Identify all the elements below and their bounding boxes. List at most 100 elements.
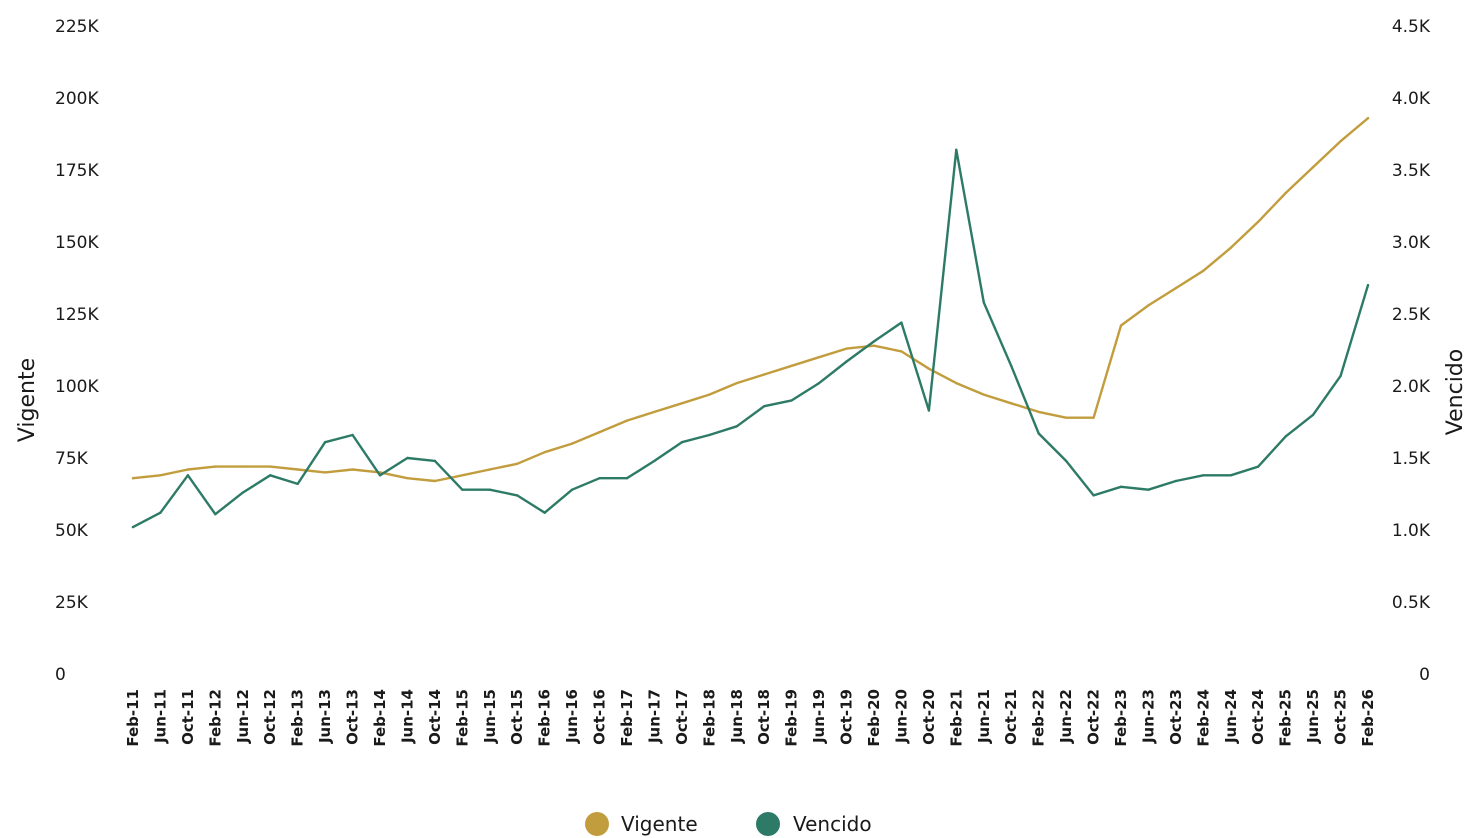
x-tick-label: Oct-14 (426, 689, 444, 745)
x-tick-label: Jun-15 (481, 689, 499, 744)
data-point-vencido (1092, 494, 1095, 497)
x-tick-label: Feb-18 (700, 689, 718, 747)
data-point-vencido (900, 321, 903, 324)
data-point-vigente (680, 402, 684, 405)
x-tick-label: Feb-24 (1194, 689, 1212, 747)
data-point-vencido (653, 459, 656, 463)
right-tick-label: 1.5K (1392, 449, 1431, 469)
data-point-vencido (433, 459, 437, 463)
data-point-vigente (708, 393, 711, 396)
data-point-vencido (1339, 374, 1342, 378)
data-point-vigente (1202, 269, 1205, 272)
data-point-vencido (927, 409, 931, 412)
right-tick-label: 0.5K (1392, 593, 1431, 613)
right-tick-label: 3.0K (1392, 233, 1431, 253)
x-tick-label: Feb-15 (453, 689, 471, 747)
data-point-vencido (461, 488, 464, 491)
x-tick-label: Oct-15 (508, 689, 526, 745)
x-tick-label: Jun-12 (234, 689, 252, 744)
x-tick-label: Jun-22 (1057, 689, 1075, 744)
x-tick-label: Oct-19 (838, 689, 856, 745)
x-tick-label: Jun-25 (1304, 689, 1322, 744)
data-point-vigente (1010, 402, 1013, 405)
data-point-vencido (186, 474, 190, 477)
data-point-vigente (900, 350, 903, 353)
data-point-vigente (763, 373, 766, 376)
series-line-vigente (131, 116, 1370, 483)
data-point-vencido (241, 491, 244, 494)
x-tick-label: Oct-22 (1085, 689, 1103, 745)
x-axis: Feb-11 Jun-11 Oct-11 Feb-12 Jun-12 Oct-12 Feb-… (124, 689, 1377, 747)
data-point-vencido (790, 399, 793, 402)
x-tick-label: Oct-18 (755, 689, 773, 745)
x-tick-label: Feb-19 (783, 689, 801, 747)
data-point-vigente (131, 477, 135, 480)
x-tick-label: Oct-21 (1002, 689, 1020, 745)
data-point-vigente (214, 465, 217, 468)
series-layer (131, 116, 1370, 529)
x-tick-label: Jun-20 (892, 689, 910, 744)
x-tick-label: Jun-14 (398, 689, 416, 744)
data-point-vencido (763, 405, 766, 408)
data-point-vigente (570, 442, 574, 445)
left-tick-label: 225K (55, 17, 99, 37)
data-point-vigente (955, 381, 958, 385)
x-tick-label: Jun-24 (1222, 689, 1240, 744)
data-point-vencido (735, 425, 738, 428)
legend-label-vencido: Vencido (793, 812, 872, 836)
x-tick-label: Jun-17 (645, 689, 663, 744)
x-tick-label: Jun-18 (728, 689, 746, 744)
data-point-vencido (872, 340, 876, 343)
right-tick-label: 2.5K (1392, 305, 1431, 325)
data-point-vigente (598, 430, 601, 434)
data-point-vigente (296, 468, 299, 471)
legend-swatch-vigente (585, 812, 609, 836)
data-point-vigente (433, 479, 437, 483)
x-tick-label: Feb-12 (206, 689, 224, 747)
data-point-vencido (488, 488, 491, 491)
data-point-vigente (735, 381, 738, 385)
x-tick-label: Feb-26 (1359, 689, 1377, 747)
data-point-vencido (708, 433, 711, 437)
right-tick-label: 4.0K (1392, 89, 1431, 109)
data-point-vencido (625, 477, 629, 480)
data-point-vigente (323, 471, 327, 474)
x-tick-label: Feb-16 (536, 689, 554, 747)
data-point-vencido (955, 148, 958, 151)
data-point-vencido (1010, 364, 1013, 367)
data-point-vigente (269, 465, 272, 468)
data-point-vencido (159, 511, 162, 514)
data-point-vencido (406, 456, 409, 460)
x-tick-label: Jun-11 (151, 689, 169, 744)
data-point-vigente (186, 468, 190, 471)
data-point-vigente (625, 419, 629, 422)
x-tick-label: Oct-25 (1332, 689, 1350, 745)
data-point-vigente (406, 477, 409, 480)
series-line-vencido (131, 148, 1370, 529)
x-tick-label: Oct-11 (179, 689, 197, 745)
data-point-vencido (1119, 485, 1123, 488)
data-point-vigente (1064, 416, 1068, 419)
data-point-vencido (570, 488, 574, 491)
data-point-vigente (845, 347, 848, 350)
x-tick-label: Feb-11 (124, 689, 142, 747)
right-tick-label: 0 (1419, 665, 1430, 685)
left-axis-title: Vigente (15, 358, 40, 442)
data-point-vencido (817, 381, 821, 385)
x-tick-label: Oct-12 (261, 689, 279, 745)
left-tick-label: 175K (55, 161, 99, 181)
data-point-vencido (1366, 284, 1370, 287)
data-point-vencido (1147, 488, 1150, 491)
data-point-vigente (488, 468, 491, 471)
data-point-vencido (845, 360, 848, 363)
data-point-vencido (1037, 432, 1040, 435)
left-tick-label: 25K (55, 593, 89, 613)
data-point-vencido (516, 494, 519, 497)
x-tick-label: Feb-23 (1112, 689, 1130, 747)
left-tick-label: 0 (55, 665, 66, 685)
data-point-vencido (680, 441, 684, 444)
data-point-vigente (1147, 304, 1150, 307)
left-tick-label: 200K (55, 89, 99, 109)
x-tick-label: Oct-20 (920, 689, 938, 745)
